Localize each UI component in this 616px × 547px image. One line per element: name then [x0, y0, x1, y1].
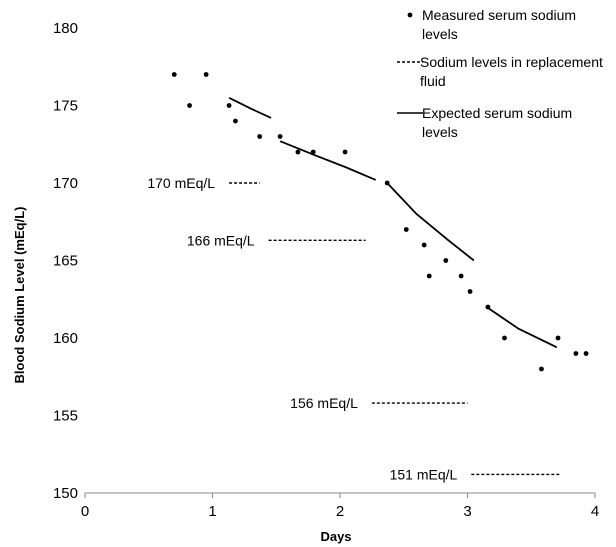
legend-dot-marker — [407, 12, 413, 18]
expected-level-line — [228, 96, 272, 119]
measured-point — [342, 149, 348, 155]
x-tick-label: 1 — [208, 503, 216, 520]
expected-level-line — [279, 140, 377, 181]
y-tick-label: 170 — [53, 175, 78, 192]
measured-point — [583, 351, 589, 356]
measured-point — [467, 289, 473, 294]
measured-point — [257, 134, 263, 139]
measured-point — [426, 273, 432, 279]
legend-label-line: Expected serum sodium — [422, 105, 572, 121]
replacement-fluid-label: 170 mEq/L — [147, 175, 215, 191]
y-tick-label: 160 — [53, 330, 78, 347]
measured-point — [295, 149, 301, 155]
expected-level-line — [386, 182, 475, 262]
measured-point — [203, 72, 209, 77]
measured-serum-sodium-points — [171, 72, 589, 372]
measured-point — [233, 118, 238, 124]
y-tick-label: 165 — [53, 253, 78, 270]
measured-point — [384, 180, 390, 186]
measured-point — [171, 72, 177, 77]
x-ticks: 0 1 2 3 4 — [81, 493, 599, 520]
measured-point — [458, 273, 464, 279]
measured-point — [485, 304, 491, 310]
measured-point — [421, 242, 427, 248]
measured-point — [277, 134, 283, 139]
axes: 0 1 2 3 4 150 155 160 165 170 175 180 Days Blood S… — [12, 20, 599, 544]
replacement-fluid-label: 166 mEq/L — [187, 232, 255, 248]
measured-point — [310, 149, 316, 155]
measured-point — [403, 227, 409, 232]
legend-label-line: Measured serum sodium — [422, 7, 576, 23]
replacement-fluid-lines: 170 mEq/L 166 mEq/L 156 mEq/L 151 mEq/L — [147, 175, 561, 482]
measured-point — [555, 335, 561, 341]
y-axis-title: Blood Sodium Level (mEq/L) — [12, 207, 27, 384]
legend: Measured serum sodium levels Sodium levels… — [397, 7, 603, 140]
legend-label-line: fluid — [420, 73, 446, 89]
legend-label-line: levels — [422, 124, 458, 140]
measured-point — [539, 366, 544, 372]
y-ticks: 150 155 160 165 170 175 180 — [53, 20, 78, 502]
expected-serum-sodium-lines — [228, 96, 558, 349]
y-tick-label: 155 — [53, 408, 78, 425]
legend-label-measured: Measured serum sodium levels — [422, 7, 576, 42]
expected-level-line — [486, 306, 558, 349]
legend-label-line: Sodium levels in replacement — [420, 54, 603, 70]
measured-point — [226, 103, 232, 108]
measured-point — [573, 351, 579, 356]
measured-point — [502, 335, 507, 341]
y-tick-label: 150 — [53, 485, 78, 502]
x-tick-label: 2 — [336, 503, 344, 520]
legend-label-expected: Expected serum sodium levels — [422, 105, 572, 140]
legend-label-line: levels — [422, 26, 458, 42]
x-axis-title: Days — [320, 529, 351, 544]
measured-point — [443, 258, 449, 263]
y-tick-label: 180 — [53, 20, 78, 37]
x-tick-label: 0 — [81, 503, 89, 520]
replacement-fluid-label: 151 mEq/L — [390, 466, 458, 482]
x-tick-label: 4 — [591, 503, 599, 520]
replacement-fluid-label: 156 mEq/L — [290, 395, 358, 411]
x-tick-label: 3 — [463, 503, 471, 520]
legend-label-replacement: Sodium levels in replacement fluid — [420, 54, 603, 89]
y-tick-label: 175 — [53, 98, 78, 115]
measured-point — [187, 103, 192, 108]
